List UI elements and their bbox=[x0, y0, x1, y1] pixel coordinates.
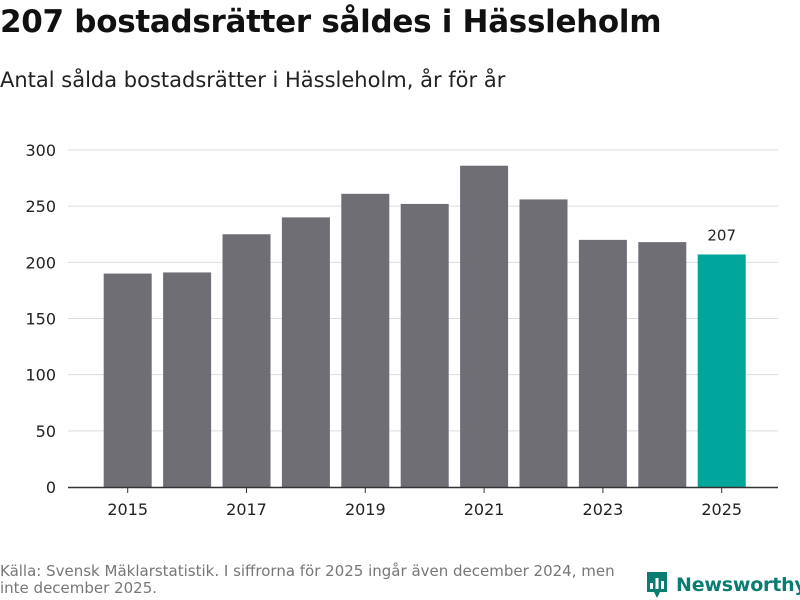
chart-title: 207 bostadsrätter såldes i Hässleholm bbox=[0, 4, 662, 40]
data-labels: 207 bbox=[707, 226, 736, 244]
source-note: Källa: Svensk Mäklarstatistik. I siffror… bbox=[0, 562, 615, 597]
y-tick-labels: 0 50 100 150 200 250 300 bbox=[25, 141, 56, 497]
bar-2020 bbox=[400, 203, 449, 488]
data-label-2025: 207 bbox=[707, 226, 736, 244]
bar-2025 bbox=[697, 254, 746, 487]
bar-2024 bbox=[638, 242, 687, 487]
bar-2022 bbox=[519, 199, 568, 487]
x-tick-label-2021: 2021 bbox=[464, 500, 505, 519]
chart-subtitle: Antal sålda bostadsrätter i Hässleholm, … bbox=[0, 68, 506, 92]
bar-2016 bbox=[163, 272, 212, 487]
bar-2019 bbox=[341, 193, 390, 487]
brand-logo[interactable]: Newsworthy bbox=[645, 570, 800, 600]
bar-2023 bbox=[578, 239, 627, 487]
x-tick-label-2015: 2015 bbox=[107, 500, 148, 519]
x-tick-label-2025: 2025 bbox=[701, 500, 742, 519]
bar-2017 bbox=[222, 234, 271, 487]
y-tick-label-100: 100 bbox=[25, 366, 56, 385]
y-tick-label-50: 50 bbox=[36, 422, 56, 441]
bars bbox=[103, 165, 746, 488]
newsworthy-logo-icon bbox=[647, 572, 667, 598]
x-tick-label-2023: 2023 bbox=[583, 500, 624, 519]
bar-2015 bbox=[103, 273, 152, 487]
y-tick-label-300: 300 bbox=[25, 141, 56, 160]
x-tick-label-2017: 2017 bbox=[226, 500, 267, 519]
y-tick-label-150: 150 bbox=[25, 310, 56, 329]
x-tick-label-2019: 2019 bbox=[345, 500, 386, 519]
y-tick-label-250: 250 bbox=[25, 197, 56, 216]
y-tick-label-0: 0 bbox=[46, 478, 56, 497]
brand-name: Newsworthy bbox=[676, 574, 800, 596]
x-tick-labels: 2015 2017 2019 2021 2023 2025 bbox=[107, 487, 742, 519]
bar-2018 bbox=[281, 217, 330, 487]
bar-2021 bbox=[460, 165, 509, 487]
y-tick-label-200: 200 bbox=[25, 253, 56, 272]
